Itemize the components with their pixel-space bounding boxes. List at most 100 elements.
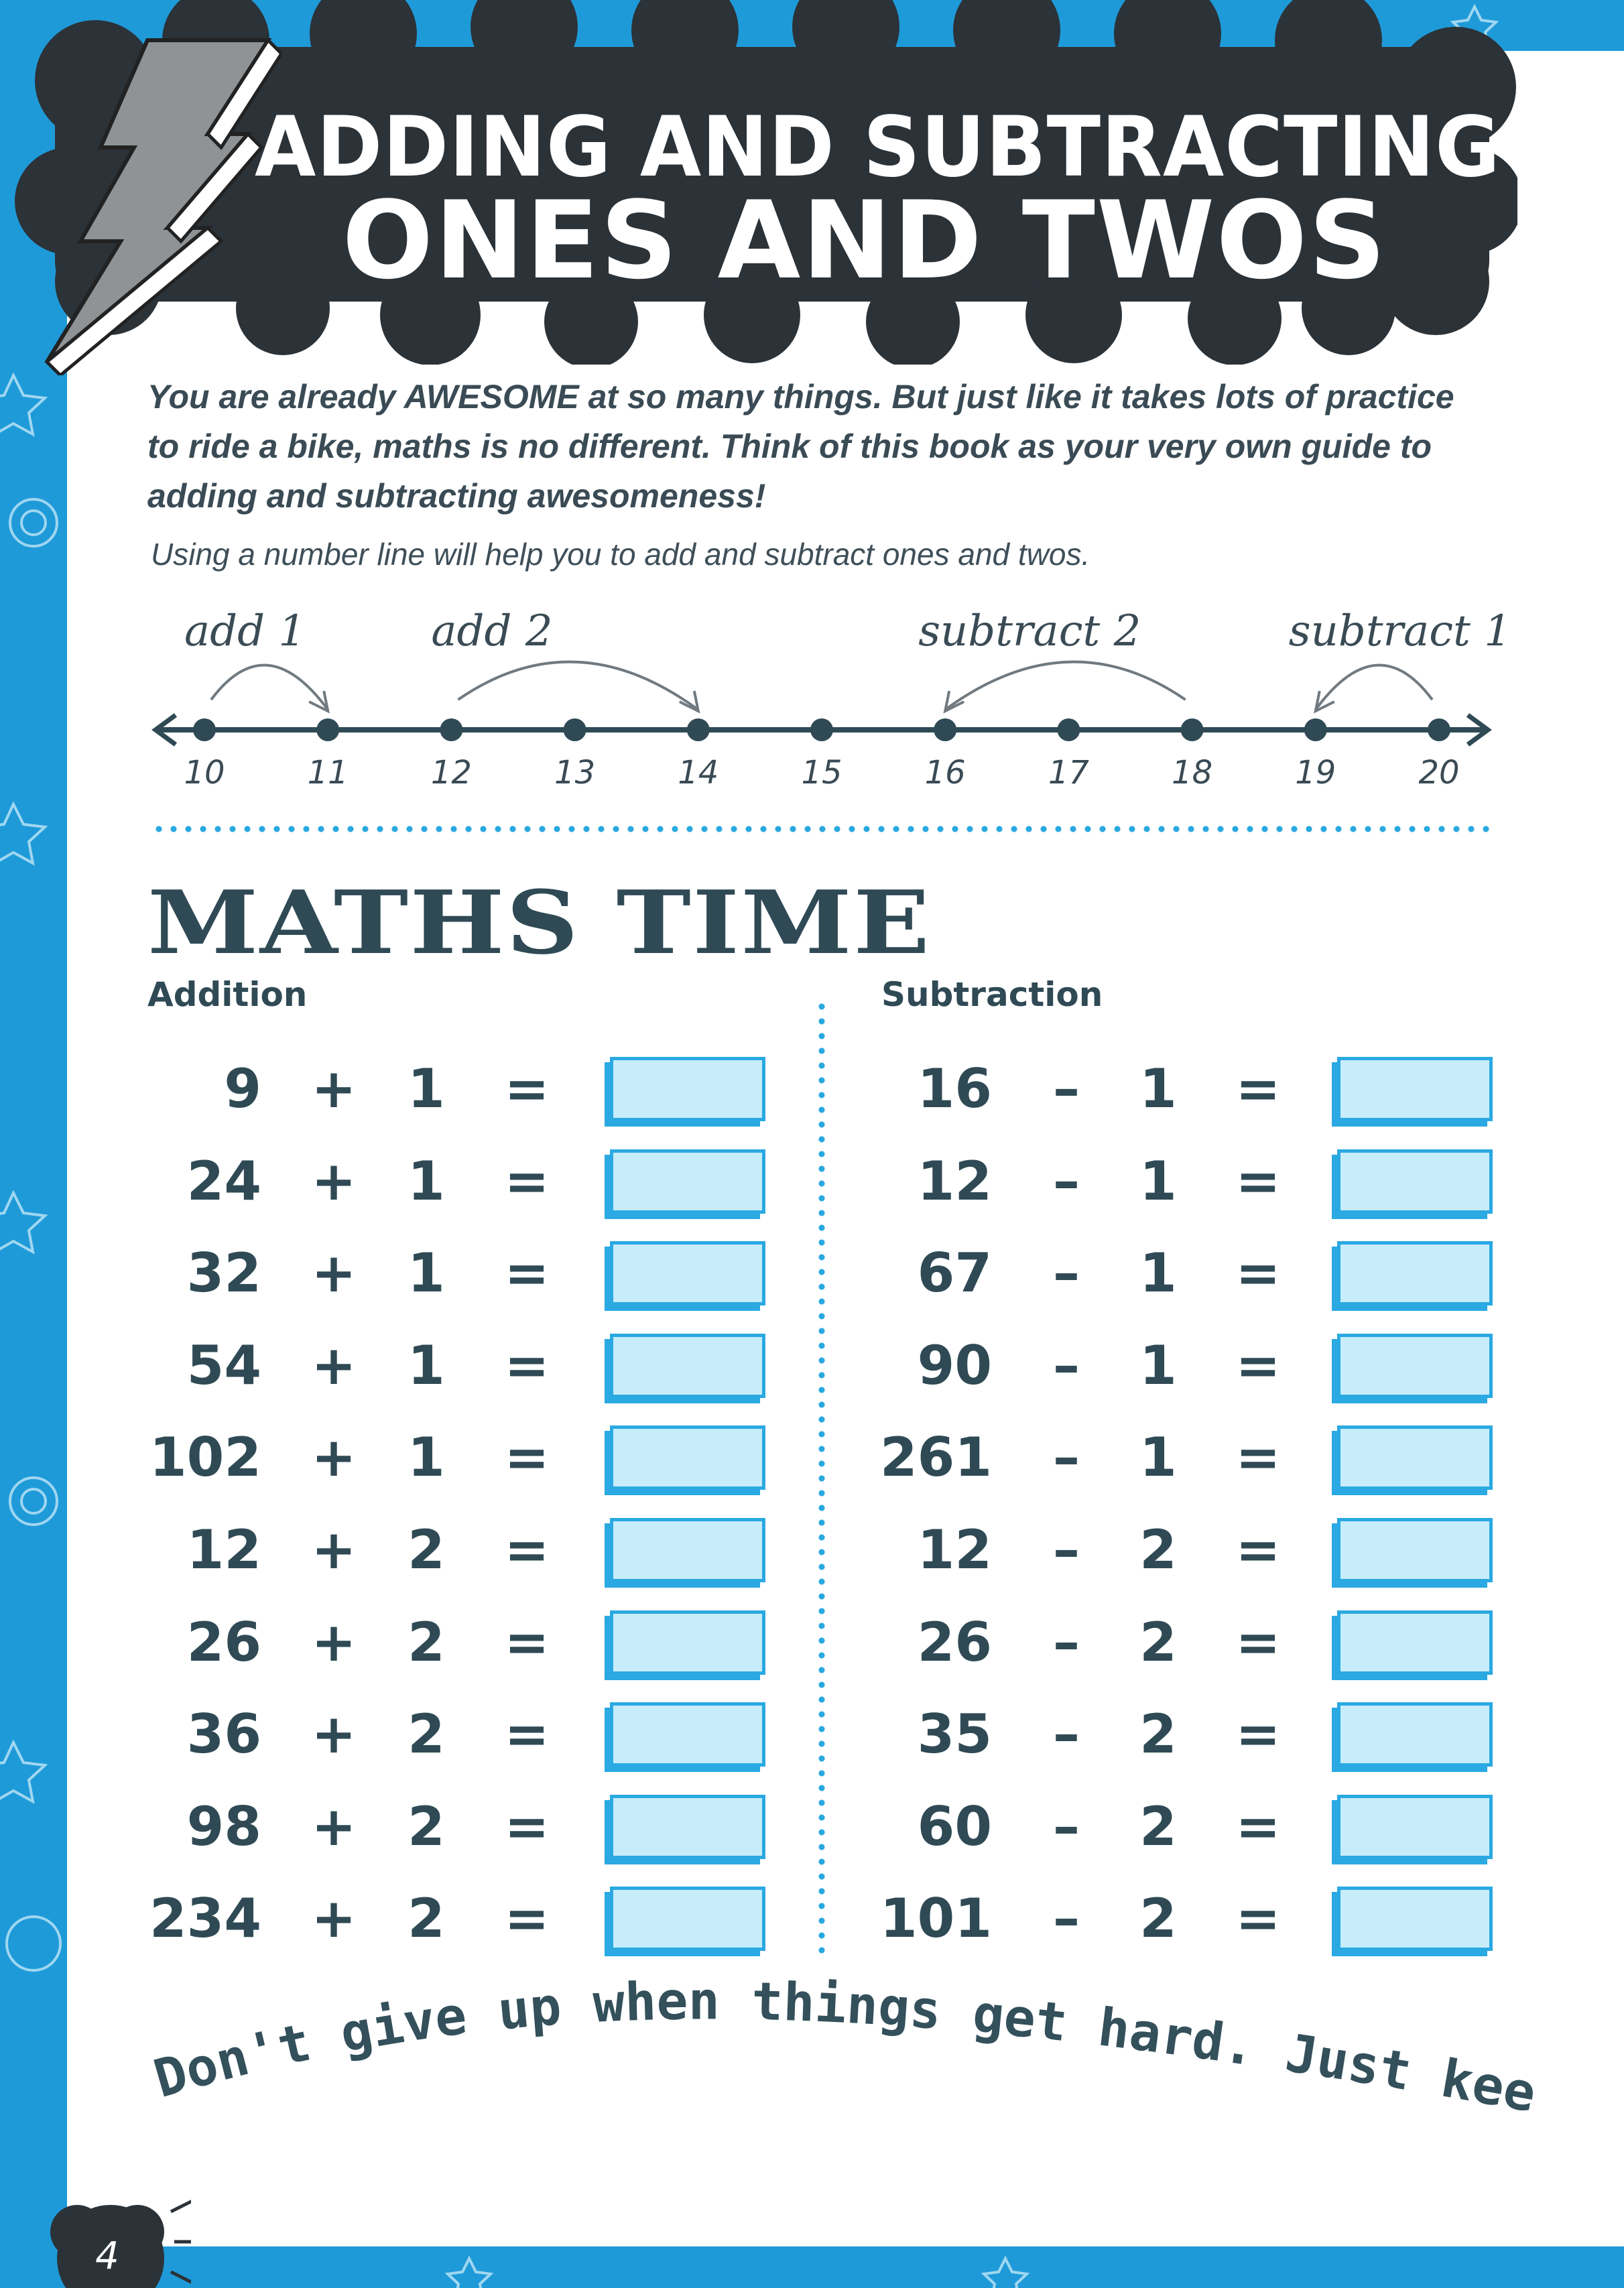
addition-second-number: 1 (408, 1149, 445, 1212)
number-line-instruction: Using a number line will help you to add… (151, 537, 1090, 572)
subtraction-second-number: 1 (1139, 1426, 1177, 1489)
number-line-tick-label: 17 (1048, 754, 1089, 791)
addition-answer-box[interactable] (610, 1149, 765, 1214)
subtraction-answer-box[interactable] (1337, 1333, 1493, 1398)
number-line-point (1057, 718, 1080, 741)
lightning-bolt-icon (44, 38, 282, 375)
subtraction-second-number: 2 (1139, 1887, 1177, 1950)
number-line-point (934, 718, 957, 741)
addition-answer-box[interactable] (610, 1702, 765, 1767)
subtraction-answer-box[interactable] (1337, 1794, 1493, 1859)
subtraction-operator: – (1053, 1426, 1080, 1489)
addition-second-number: 1 (408, 1058, 445, 1120)
subtraction-answer-box[interactable] (1337, 1425, 1493, 1490)
addition-operator: + (311, 1795, 357, 1858)
equals-sign: = (1235, 1242, 1281, 1305)
equals-sign: = (504, 1887, 550, 1950)
number-line-operation-label: add 2 (431, 607, 553, 656)
equals-sign: = (1235, 1795, 1281, 1858)
jump-arc (457, 660, 699, 711)
subtraction-second-number: 1 (1139, 1334, 1177, 1397)
equals-sign: = (1235, 1610, 1281, 1673)
subtraction-answer-box[interactable] (1337, 1518, 1493, 1582)
number-line-operation-label: subtract 2 (918, 607, 1141, 656)
subtraction-first-number: 16 (917, 1058, 992, 1120)
addition-answer-box[interactable] (610, 1794, 765, 1859)
number-line-operation-label: subtract 1 (1288, 607, 1511, 656)
subtraction-second-number: 1 (1139, 1242, 1177, 1305)
addition-answer-box[interactable] (610, 1241, 765, 1306)
jump-arc (944, 660, 1186, 711)
addition-answer-box[interactable] (610, 1610, 765, 1675)
subtraction-second-number: 1 (1139, 1149, 1177, 1212)
jump-arc (210, 663, 329, 711)
equals-sign: = (1235, 1519, 1281, 1581)
subtraction-operator: – (1053, 1058, 1080, 1120)
subtraction-answer-box[interactable] (1337, 1887, 1493, 1952)
title-cloud-banner (15, 0, 1517, 365)
subtraction-operator: – (1053, 1334, 1080, 1397)
column-divider-dotted (818, 999, 825, 1955)
number-line-tick-label: 16 (924, 754, 966, 791)
addition-first-number: 9 (224, 1058, 261, 1120)
subtraction-answer-box[interactable] (1337, 1241, 1493, 1306)
subtraction-operator: – (1053, 1242, 1080, 1305)
equals-sign: = (1235, 1426, 1281, 1489)
subtraction-first-number: 101 (880, 1887, 992, 1950)
equals-sign: = (504, 1610, 550, 1673)
addition-operator: + (311, 1887, 357, 1950)
addition-second-number: 2 (408, 1610, 445, 1673)
equals-sign: = (1235, 1887, 1281, 1950)
number-line-tick-label: 13 (554, 754, 596, 791)
quote-text: Don't give up when things get hard. Just… (121, 1977, 1540, 2124)
equals-sign: = (504, 1519, 550, 1581)
subtraction-operator: – (1053, 1149, 1080, 1212)
equals-sign: = (504, 1795, 550, 1858)
addition-first-number: 36 (186, 1703, 261, 1766)
equals-sign: = (504, 1334, 550, 1397)
subtraction-second-number: 2 (1139, 1610, 1177, 1673)
subtraction-answer-box[interactable] (1337, 1057, 1493, 1121)
subtraction-answer-box[interactable] (1337, 1149, 1493, 1214)
subtraction-operator: – (1053, 1703, 1080, 1766)
section-title: MATHS TIME (147, 871, 932, 974)
subtraction-first-number: 35 (917, 1703, 992, 1766)
number-line-tick-label: 15 (801, 754, 842, 791)
addition-first-number: 24 (186, 1149, 261, 1212)
equals-sign: = (504, 1703, 550, 1766)
number-line-point (810, 718, 833, 741)
arrow-right-icon (1466, 713, 1492, 747)
title-line-2: ONES AND TWOS (342, 178, 1387, 303)
addition-answer-box[interactable] (610, 1887, 765, 1952)
number-line-point (563, 718, 586, 741)
number-line-tick-label: 20 (1418, 754, 1460, 791)
addition-operator: + (311, 1058, 357, 1120)
addition-second-number: 1 (408, 1334, 445, 1397)
subtraction-first-number: 261 (880, 1426, 992, 1489)
addition-first-number: 98 (186, 1795, 261, 1858)
subtraction-operator: – (1053, 1610, 1080, 1673)
addition-operator: + (311, 1426, 357, 1489)
equals-sign: = (504, 1426, 550, 1489)
subtraction-first-number: 12 (917, 1519, 992, 1581)
addition-answer-box[interactable] (610, 1518, 765, 1582)
subtraction-answer-box[interactable] (1337, 1610, 1493, 1675)
addition-operator: + (311, 1703, 357, 1766)
number-line-point (440, 718, 463, 741)
addition-first-number: 102 (149, 1426, 261, 1489)
addition-first-number: 26 (186, 1610, 261, 1673)
equals-sign: = (1235, 1334, 1281, 1397)
addition-second-number: 2 (408, 1795, 445, 1858)
equals-sign: = (1235, 1703, 1281, 1766)
subtraction-answer-box[interactable] (1337, 1702, 1493, 1767)
equals-sign: = (504, 1058, 550, 1120)
subtraction-heading: Subtraction (881, 975, 1103, 1014)
addition-answer-box[interactable] (610, 1057, 765, 1121)
number-line-point (1180, 718, 1204, 741)
number-line-tick-label: 18 (1172, 754, 1213, 791)
arrow-left-icon (151, 713, 178, 747)
addition-answer-box[interactable] (610, 1425, 765, 1490)
addition-answer-box[interactable] (610, 1333, 765, 1398)
motivational-quote: Don't give up when things get hard. Just… (121, 1977, 1540, 2124)
number-line-point (686, 718, 710, 741)
